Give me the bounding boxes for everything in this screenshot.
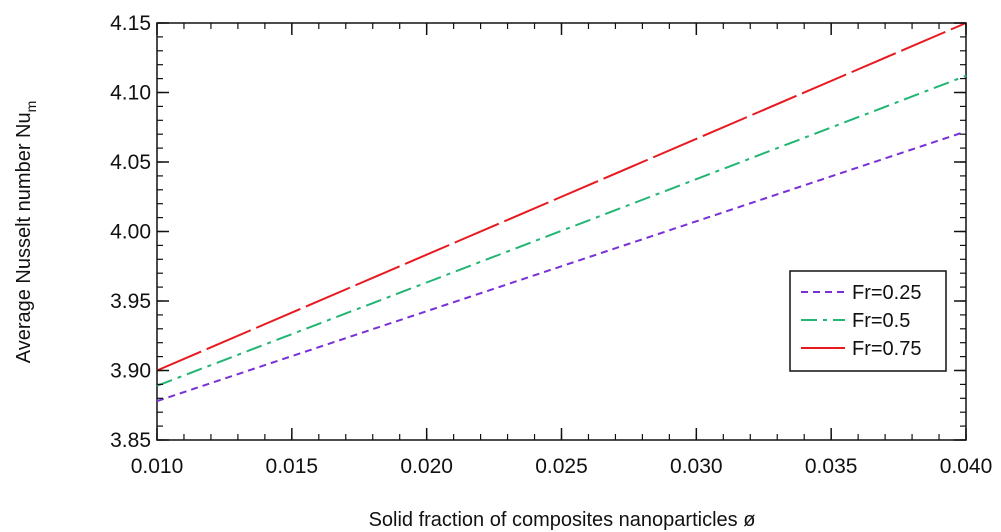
x-tick-label: 0.015 <box>266 455 319 478</box>
series-line-fr-0-25 <box>156 130 967 403</box>
y-axis-label: Average Nusselt number Num <box>13 101 39 364</box>
plot-area <box>156 22 967 441</box>
y-axis-label-subscript: m <box>23 101 39 113</box>
y-tick-label: 4.00 <box>110 221 151 244</box>
y-axis-label-main: Average Nusselt number Nu <box>13 112 35 363</box>
x-tick-label: 0.025 <box>535 455 588 478</box>
x-tick-label: 0.020 <box>400 455 453 478</box>
y-tick-label: 4.05 <box>110 151 151 174</box>
y-tick-label: 3.90 <box>110 360 151 383</box>
x-tick-label: 0.040 <box>940 455 993 478</box>
ticks-layer <box>156 22 967 441</box>
x-tick-label: 0.010 <box>131 455 184 478</box>
x-tick-label: 0.030 <box>670 455 723 478</box>
y-tick-label: 4.10 <box>110 82 151 105</box>
y-tick-label: 3.85 <box>110 429 151 452</box>
legend-label-fr-0-5: Fr=0.5 <box>852 310 910 332</box>
legend: Fr=0.25 Fr=0.5 Fr=0.75 <box>789 270 947 372</box>
legend-label-fr-0-25: Fr=0.25 <box>852 282 921 304</box>
series-layer <box>156 22 967 403</box>
legend-label-fr-0-75: Fr=0.75 <box>852 338 921 360</box>
y-tick-label: 4.15 <box>110 12 151 35</box>
x-axis-label: Solid fraction of composites nanoparticl… <box>369 509 756 531</box>
labels-layer: 0.010 0.015 0.020 0.025 0.030 0.035 0.040 3.85 3… <box>110 12 992 478</box>
y-tick-label: 3.95 <box>110 290 151 313</box>
x-tick-label: 0.035 <box>805 455 858 478</box>
plot-frame <box>156 22 967 441</box>
series-line-fr-0-75 <box>156 22 967 372</box>
